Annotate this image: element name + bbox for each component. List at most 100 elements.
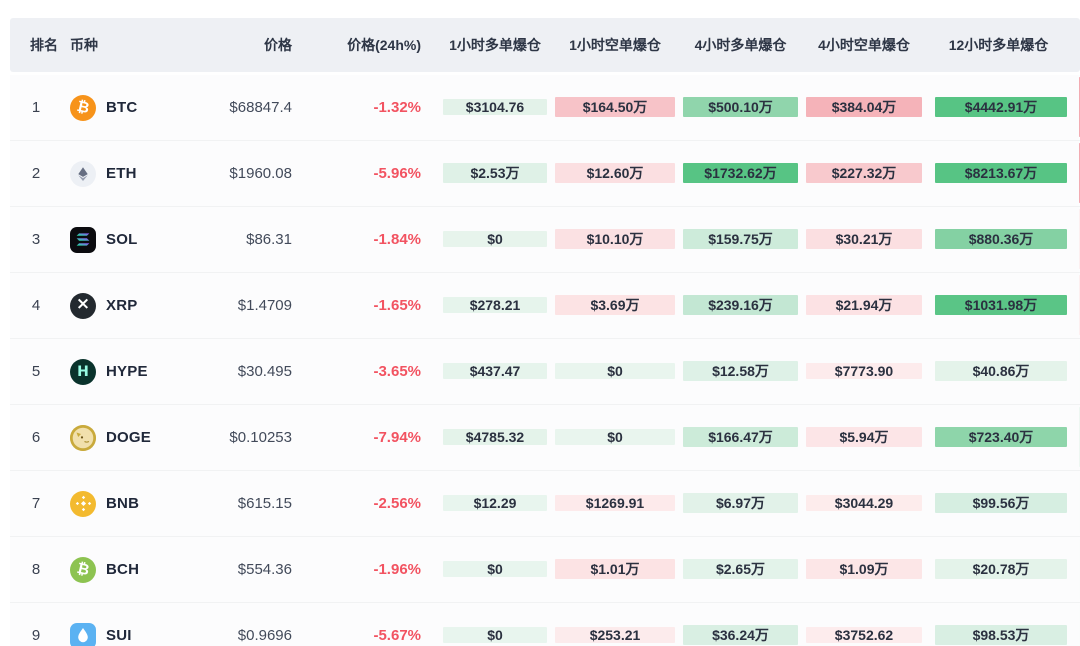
liquidation-value: $227.32万 xyxy=(806,163,922,183)
liquidation-cell: $30.21万 xyxy=(802,207,926,272)
liquidation-cell: $880.36万 xyxy=(926,207,1071,272)
liquidation-cell: $3.69万 xyxy=(551,273,679,338)
table-row[interactable]: 3 SOL $86.31 -1.84% $0 $10.10万 $159.75万 $30.21万… xyxy=(10,207,1080,273)
liquidation-value: $21.94万 xyxy=(806,295,922,315)
next-column-partial xyxy=(1071,339,1080,404)
sui-icon xyxy=(70,622,96,646)
btc-icon: ₿ xyxy=(70,94,96,121)
price-change-24h: -1.32% xyxy=(373,99,421,116)
next-column-partial xyxy=(1071,273,1080,338)
price-value: $615.15 xyxy=(237,495,292,512)
liquidation-cell: $253.21 xyxy=(551,603,679,646)
coin-cell[interactable]: H HYPE xyxy=(62,339,210,404)
liquidation-cell: $36.24万 xyxy=(679,603,802,646)
liquidation-cell: $4442.91万 xyxy=(926,75,1071,140)
price-change-24h: -1.65% xyxy=(373,297,421,314)
table-row[interactable]: 2 ETH $1960.08 -5.96% $2.53万 $12.60万 $1732.62万… xyxy=(10,141,1080,207)
header-rank[interactable]: 排名 xyxy=(30,37,58,53)
liquidation-value: $164.50万 xyxy=(555,97,675,117)
table-row[interactable]: 4 × XRP $1.4709 -1.65% $278.21 $3.69万 $239.16万 $… xyxy=(10,273,1080,339)
liquidation-cell: $7773.90 xyxy=(802,339,926,404)
table-row[interactable]: 8 ₿ BCH $554.36 -1.96% $0 $1.01万 $2.65万 $1.09万 $2… xyxy=(10,537,1080,603)
liquidation-value: $98.53万 xyxy=(935,625,1067,645)
liquidation-value: $384.04万 xyxy=(806,97,922,117)
liquidation-cell: $278.21 xyxy=(439,273,551,338)
liquidation-cell: $166.47万 xyxy=(679,405,802,470)
coin-cell[interactable]: SOL xyxy=(62,207,210,272)
table-header: 排名 币种 价格 价格(24h%) 1小时多单爆仓 1小时空单爆仓 4小时多单爆… xyxy=(10,18,1080,72)
rank-value: 1 xyxy=(31,99,41,116)
header-4h-short-liq[interactable]: 4小时空单爆仓 xyxy=(818,37,910,53)
next-column-partial xyxy=(1071,141,1080,206)
liquidation-cell: $2.65万 xyxy=(679,537,802,602)
table-row[interactable]: 7 BNB $615.15 -2.56% $12.29 $1269.91 $6.97万 $30… xyxy=(10,471,1080,537)
table-row[interactable]: 9 SUI $0.9696 -5.67% $0 $253.21 $36.24万 $3752.6… xyxy=(10,603,1080,646)
coin-cell[interactable]: ETH xyxy=(62,141,210,206)
liquidation-value: $239.16万 xyxy=(683,295,798,315)
header-coin[interactable]: 币种 xyxy=(70,37,98,53)
liquidation-value: $1.01万 xyxy=(555,559,675,579)
table-row[interactable]: 6 DOGE $0.10253 -7.94% $4785.32 $0 $166.47万 $5.… xyxy=(10,405,1080,471)
liquidation-cell: $3752.62 xyxy=(802,603,926,646)
rank-value: 2 xyxy=(31,165,41,182)
coin-cell[interactable]: ₿ BTC xyxy=(62,75,210,140)
rank-value: 3 xyxy=(31,231,41,248)
liquidation-cell: $384.04万 xyxy=(802,75,926,140)
table-row[interactable]: 1 ₿ BTC $68847.4 -1.32% $3104.76 $164.50万 $500.… xyxy=(10,75,1080,141)
liquidation-cell: $8213.67万 xyxy=(926,141,1071,206)
coin-cell[interactable]: SUI xyxy=(62,603,210,646)
coin-cell[interactable]: BNB xyxy=(62,471,210,536)
coin-symbol: BTC xyxy=(106,99,138,116)
liquidation-cell: $723.40万 xyxy=(926,405,1071,470)
liquidation-cell: $1.09万 xyxy=(802,537,926,602)
price-value: $86.31 xyxy=(246,231,292,248)
price-value: $0.9696 xyxy=(237,627,292,644)
liquidation-value: $10.10万 xyxy=(555,229,675,249)
liquidation-value: $36.24万 xyxy=(683,625,798,645)
coin-symbol: ETH xyxy=(106,165,137,182)
liquidation-cell: $227.32万 xyxy=(802,141,926,206)
next-column-partial xyxy=(1071,75,1080,140)
liquidation-cell: $159.75万 xyxy=(679,207,802,272)
price-value: $68847.4 xyxy=(229,99,292,116)
liquidation-value: $40.86万 xyxy=(935,361,1067,381)
header-price-change[interactable]: 价格(24h%) xyxy=(347,37,421,53)
liquidation-value: $500.10万 xyxy=(683,97,798,117)
liquidation-value: $723.40万 xyxy=(935,427,1067,447)
doge-icon xyxy=(70,424,96,451)
coin-cell[interactable]: × XRP xyxy=(62,273,210,338)
table-row[interactable]: 5 H HYPE $30.495 -3.65% $437.47 $0 $12.58万 $7773… xyxy=(10,339,1080,405)
liquidation-cell: $1732.62万 xyxy=(679,141,802,206)
liquidation-value: $7773.90 xyxy=(806,363,922,379)
price-value: $30.495 xyxy=(237,363,292,380)
liquidation-cell: $3104.76 xyxy=(439,75,551,140)
liquidation-value: $4442.91万 xyxy=(935,97,1067,117)
liquidation-value: $0 xyxy=(555,363,675,379)
header-price[interactable]: 价格 xyxy=(264,37,292,53)
price-value: $1960.08 xyxy=(229,165,292,182)
price-change-24h: -5.96% xyxy=(373,165,421,182)
next-column-partial xyxy=(1071,603,1080,646)
header-4h-long-liq[interactable]: 4小时多单爆仓 xyxy=(694,37,787,53)
price-value: $554.36 xyxy=(237,561,292,578)
liquidation-value: $1031.98万 xyxy=(935,295,1067,315)
next-column-partial xyxy=(1071,207,1080,272)
liquidation-cell: $12.58万 xyxy=(679,339,802,404)
liquidation-cell: $12.60万 xyxy=(551,141,679,206)
liquidation-value: $253.21 xyxy=(555,627,675,643)
coin-symbol: SUI xyxy=(106,627,132,644)
price-change-24h: -1.96% xyxy=(373,561,421,578)
coin-symbol: XRP xyxy=(106,297,138,314)
header-12h-long-liq[interactable]: 12小时多单爆仓 xyxy=(948,37,1049,53)
header-1h-long-liq[interactable]: 1小时多单爆仓 xyxy=(449,37,541,53)
sol-icon xyxy=(70,226,96,253)
coin-symbol: DOGE xyxy=(106,429,151,446)
coin-cell[interactable]: DOGE xyxy=(62,405,210,470)
liquidation-value: $0 xyxy=(443,231,547,247)
header-1h-short-liq[interactable]: 1小时空单爆仓 xyxy=(569,37,661,53)
coin-cell[interactable]: ₿ BCH xyxy=(62,537,210,602)
next-column-partial xyxy=(1071,537,1080,602)
liquidation-cell: $437.47 xyxy=(439,339,551,404)
liquidation-cell: $0 xyxy=(439,603,551,646)
